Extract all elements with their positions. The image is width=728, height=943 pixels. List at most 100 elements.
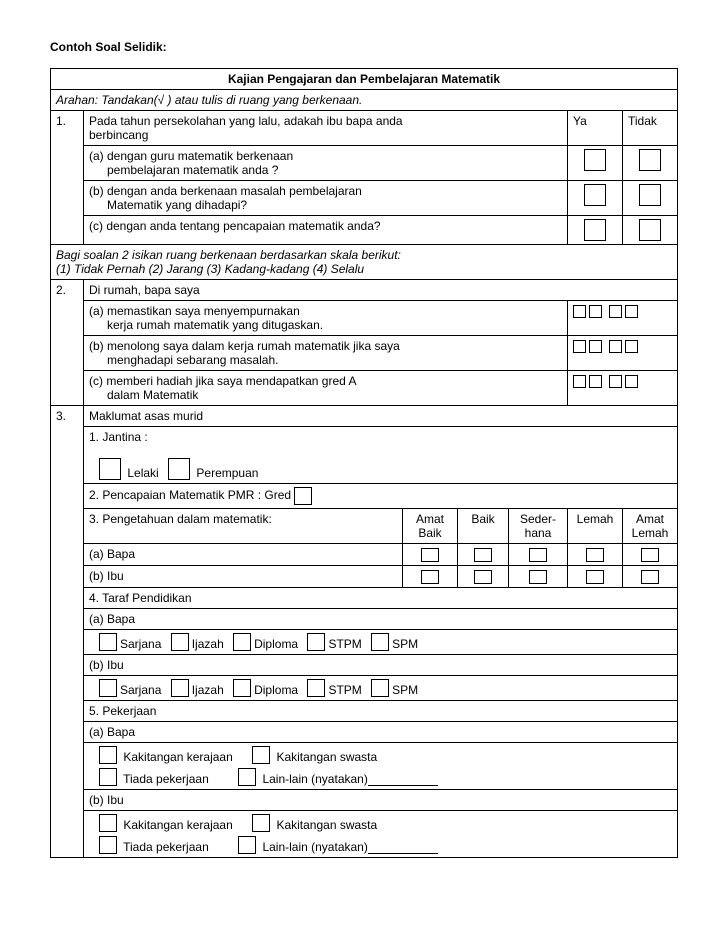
q2b-opt4[interactable] [625, 340, 638, 353]
q1-prompt-l2: berbincang [89, 128, 148, 142]
c3b: hana [525, 526, 552, 540]
bapa-gov-checkbox[interactable] [99, 746, 117, 764]
q2b-opt1[interactable] [573, 340, 586, 353]
ibu-lemah[interactable] [586, 570, 604, 584]
jantina-perempuan-label: Perempuan [196, 466, 258, 480]
l-diploma-2: Diploma [254, 683, 298, 697]
ibu-amat-baik[interactable] [421, 570, 439, 584]
ibu-other-checkbox[interactable] [238, 836, 256, 854]
q3-s5a-label: (a) Bapa [84, 721, 678, 742]
q1c-tidak-checkbox[interactable] [639, 219, 661, 241]
q3-s2: 2. Pencapaian Matematik PMR : Gred [84, 484, 678, 509]
q2c-opt4[interactable] [625, 375, 638, 388]
q3-s5a-options: Kakitangan kerajaan Kakitangan swasta Ti… [84, 742, 678, 789]
ibu-none-checkbox[interactable] [99, 836, 117, 854]
q2c: (c) memberi hadiah jika saya mendapatkan… [84, 371, 568, 406]
q2a-l2: kerja rumah matematik yang ditugaskan. [89, 318, 323, 332]
q1b-tidak-checkbox[interactable] [639, 184, 661, 206]
l-priv: Kakitangan swasta [276, 750, 377, 764]
bapa-none-checkbox[interactable] [99, 768, 117, 786]
l-gov-2: Kakitangan kerajaan [123, 818, 232, 832]
bapa-other-checkbox[interactable] [238, 768, 256, 786]
q1b-ya-checkbox[interactable] [584, 184, 606, 206]
q2c-opt3[interactable] [609, 375, 622, 388]
q2a-opt3[interactable] [609, 305, 622, 318]
q3-number: 3. [51, 406, 84, 858]
jantina-perempuan-checkbox[interactable] [168, 458, 190, 480]
l-none: Tiada pekerjaan [123, 772, 209, 786]
ibu-sarjana[interactable] [99, 679, 117, 697]
bapa-other-input[interactable] [368, 774, 438, 786]
q3-s5b-options: Kakitangan kerajaan Kakitangan swasta Ti… [84, 810, 678, 857]
bapa-amat-lemah[interactable] [641, 548, 659, 562]
ibu-sederhana[interactable] [529, 570, 547, 584]
ibu-other-input[interactable] [368, 842, 438, 854]
jantina-lelaki-checkbox[interactable] [99, 458, 121, 480]
q2a-l1: (a) memastikan saya menyempurnakan [89, 304, 300, 318]
l-spm: SPM [392, 637, 418, 651]
page-title: Contoh Soal Selidik: [50, 40, 678, 54]
col-lemah: Lemah [568, 509, 623, 544]
bapa-ijazah[interactable] [171, 633, 189, 651]
ibu-baik[interactable] [474, 570, 492, 584]
q1a-ya-checkbox[interactable] [584, 149, 606, 171]
bapa-lemah[interactable] [586, 548, 604, 562]
q3-s3b: (b) Ibu [84, 565, 403, 587]
survey-table: Kajian Pengajaran dan Pembelajaran Matem… [50, 68, 678, 858]
l-none-2: Tiada pekerjaan [123, 840, 209, 854]
q2b-l2: menghadapi sebarang masalah. [89, 353, 278, 367]
q2c-opt1[interactable] [573, 375, 586, 388]
bapa-stpm[interactable] [307, 633, 325, 651]
ibu-stpm[interactable] [307, 679, 325, 697]
q1a-tidak-checkbox[interactable] [639, 149, 661, 171]
col-sederhana: Seder-hana [509, 509, 568, 544]
q1b-l2: Matematik yang dihadapi? [89, 198, 247, 212]
q2a-opt4[interactable] [625, 305, 638, 318]
c5b: Lemah [632, 526, 669, 540]
q3-s2-label: 2. Pencapaian Matematik PMR : Gred [89, 488, 291, 502]
l-ijazah-2: Ijazah [192, 683, 224, 697]
l-spm-2: SPM [392, 683, 418, 697]
bapa-sederhana[interactable] [529, 548, 547, 562]
col-baik: Baik [458, 509, 509, 544]
l-stpm: STPM [328, 637, 361, 651]
q2a-opt1[interactable] [573, 305, 586, 318]
ibu-amat-lemah[interactable] [641, 570, 659, 584]
ibu-diploma[interactable] [233, 679, 251, 697]
l-sarjana-2: Sarjana [120, 683, 161, 697]
q2-prompt: Di rumah, bapa saya [84, 280, 678, 301]
col-amat-lemah: AmatLemah [623, 509, 678, 544]
form-header: Kajian Pengajaran dan Pembelajaran Matem… [51, 69, 678, 90]
c1b: Baik [418, 526, 441, 540]
l-gov: Kakitangan kerajaan [123, 750, 232, 764]
l-priv-2: Kakitangan swasta [276, 818, 377, 832]
note2-l2: (1) Tidak Pernah (2) Jarang (3) Kadang-k… [56, 262, 364, 276]
q3-s4a-label: (a) Bapa [84, 608, 678, 629]
q1b-l1: (b) dengan anda berkenaan masalah pembel… [89, 184, 362, 198]
bapa-amat-baik[interactable] [421, 548, 439, 562]
ibu-priv-checkbox[interactable] [252, 814, 270, 832]
q2b-opt3[interactable] [609, 340, 622, 353]
q2c-opt2[interactable] [589, 375, 602, 388]
q2a-opt2[interactable] [589, 305, 602, 318]
note2-l1: Bagi soalan 2 isikan ruang berkenaan ber… [56, 248, 401, 262]
bapa-diploma[interactable] [233, 633, 251, 651]
ibu-ijazah[interactable] [171, 679, 189, 697]
q2b-opt2[interactable] [589, 340, 602, 353]
bapa-baik[interactable] [474, 548, 492, 562]
col-amat-baik: AmatBaik [403, 509, 458, 544]
q3-s3a: (a) Bapa [84, 544, 403, 566]
bapa-priv-checkbox[interactable] [252, 746, 270, 764]
ibu-spm[interactable] [371, 679, 389, 697]
q1c: (c) dengan anda tentang pencapaian matem… [84, 216, 568, 245]
q3-s4b-options: Sarjana Ijazah Diploma STPM SPM [84, 675, 678, 700]
pmr-gred-box[interactable] [294, 487, 312, 505]
col-tidak: Tidak [623, 111, 678, 146]
c1a: Amat [416, 512, 444, 526]
bapa-sarjana[interactable] [99, 633, 117, 651]
q1-number: 1. [51, 111, 84, 245]
ibu-gov-checkbox[interactable] [99, 814, 117, 832]
q2-number: 2. [51, 280, 84, 406]
bapa-spm[interactable] [371, 633, 389, 651]
q1c-ya-checkbox[interactable] [584, 219, 606, 241]
